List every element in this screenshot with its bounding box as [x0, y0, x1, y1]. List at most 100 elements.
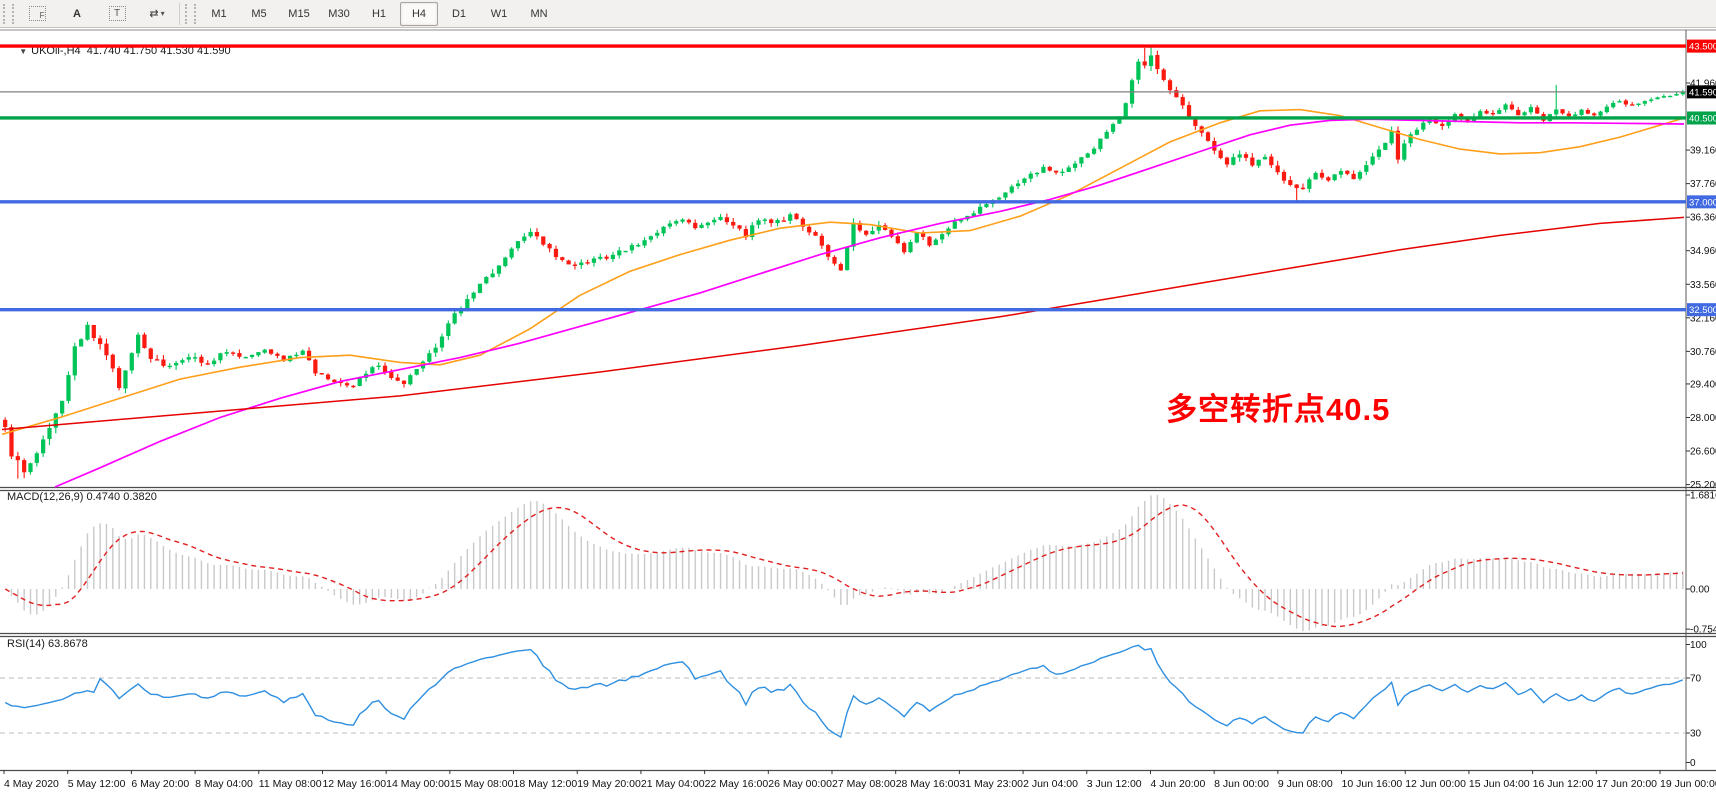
price-badge-label: 32.500	[1689, 305, 1716, 316]
macd-tick-label: 0.00	[1690, 585, 1710, 596]
time-tick-label: 14 May 00:00	[386, 778, 450, 790]
time-tick-label: 21 May 04:00	[641, 778, 705, 790]
macd-signal-value: 0.3820	[123, 491, 157, 503]
price-tick-label: 41.960	[1690, 79, 1716, 90]
macd-tick-label: 1.6816	[1690, 490, 1716, 501]
toolbar-separator	[179, 2, 180, 25]
price-axis[interactable]: 41.960 39.160 37.760 36.360 34.960 33.560 32.1…	[1686, 39, 1716, 491]
time-tick-label: 3 Jun 12:00	[1087, 778, 1142, 790]
time-tick-label: 15 Jun 04:00	[1469, 778, 1530, 790]
bar-close: 41.590	[196, 45, 231, 57]
time-tick-label: 4 Jun 20:00	[1150, 778, 1205, 790]
time-tick-label: 10 Jun 16:00	[1342, 778, 1403, 790]
price-badge-32.500	[1687, 303, 1716, 317]
timeframe-button-M1[interactable]: M1	[211, 7, 227, 20]
time-tick-label: 12 May 16:00	[322, 778, 386, 790]
collapse-arrow-icon[interactable]: ▼	[19, 47, 28, 56]
price-badge-37.000	[1687, 195, 1716, 209]
time-tick-label: 6 May 20:00	[131, 778, 189, 790]
rsi-label: RSI(14) 63.8678	[7, 638, 88, 650]
rsi-tick-label: 70	[1690, 674, 1702, 685]
rsi-value: 63.8678	[47, 638, 88, 650]
timeframe-button-group: M1 M5 M15 M30 H1 H4 D1 W1 MN	[199, 1, 559, 26]
price-tick-label: 39.160	[1690, 146, 1716, 157]
price-tick-label: 36.360	[1690, 213, 1716, 224]
price-tick-label: 25.200	[1690, 480, 1716, 491]
price-tick-label: 32.160	[1690, 313, 1716, 324]
time-tick-label: 4 May 2020	[4, 778, 59, 790]
timeframe-button-M15[interactable]: M15	[288, 7, 310, 20]
rsi-tick-label: 100	[1690, 640, 1707, 651]
time-tick-label: 11 May 08:00	[259, 778, 322, 790]
time-tick-label: 28 May 16:00	[896, 778, 960, 790]
toolbar-icon-group: F A T ⇄ ▾	[17, 2, 177, 26]
dropdown-caret-icon: ▾	[160, 9, 165, 18]
price-tick-label: 28.000	[1690, 413, 1716, 424]
ma-fast-line	[1, 108, 1685, 436]
timeframe-button-M30[interactable]: M30	[328, 7, 350, 20]
time-tick-label: 22 May 16:00	[705, 778, 769, 790]
time-tick-label: 9 Jun 08:00	[1278, 778, 1333, 790]
grid-f-button[interactable]: F	[18, 2, 56, 26]
price-tick-label: 26.600	[1690, 447, 1716, 458]
macd-signal-line	[4, 504, 1683, 628]
time-tick-label: 19 Jun 00:00	[1660, 778, 1716, 790]
time-tick-label: 2 Jun 04:00	[1023, 778, 1078, 790]
price-badge-label: 37.000	[1689, 197, 1716, 208]
grid-f-icon: F	[28, 6, 46, 21]
timeframe-button-MN[interactable]: MN	[530, 7, 548, 20]
time-tick-label: 31 May 23:00	[959, 778, 1023, 790]
price-badge-43.500	[1687, 39, 1716, 53]
time-tick-label: 8 May 04:00	[195, 778, 253, 790]
time-tick-label: 15 May 08:00	[450, 778, 514, 790]
toolbar: F A T ⇄ ▾ M1 M5 M15 M30 H1 H4 D1 W1 MN	[0, 0, 1716, 28]
time-tick-label: 8 Jun 00:00	[1214, 778, 1269, 790]
timeframe-button-D1[interactable]: D1	[451, 7, 467, 20]
crosshair-arrows-icon: ⇄	[149, 8, 159, 20]
macd-tick-label: -0.754	[1690, 625, 1716, 636]
toolbar-grip[interactable]	[3, 3, 14, 24]
price-tick-label: 33.560	[1690, 280, 1716, 291]
time-tick-label: 16 Jun 12:00	[1533, 778, 1594, 790]
time-axis[interactable]: 4 May 2020 5 May 12:00 6 May 20:00 8 May 04…	[3, 770, 1716, 790]
bar-open: 41.740	[86, 45, 121, 57]
ma-medium-line	[54, 118, 1685, 488]
time-tick-label: 27 May 08:00	[832, 778, 896, 790]
ma-slow-line	[1, 216, 1685, 431]
price-tick-label: 29.400	[1690, 379, 1716, 390]
text-a-button[interactable]: A	[58, 2, 96, 26]
text-box-button[interactable]: T	[98, 2, 136, 26]
price-badge-label: 41.590	[1689, 87, 1716, 98]
time-tick-label: 19 May 20:00	[577, 778, 641, 790]
text-box-icon: T	[108, 6, 126, 21]
text-a-icon: A	[73, 7, 81, 20]
rsi-tick-label: 30	[1690, 729, 1702, 740]
timeframe-button-H4[interactable]: H4	[400, 1, 438, 26]
time-tick-label: 5 May 12:00	[68, 778, 126, 790]
rsi-pane: 100 70 30 0	[0, 640, 1707, 769]
symbol-bar: ▼ UKOil-,H4 41.740 41.750 41.530 41.590	[7, 33, 231, 69]
macd-label: MACD(12,26,9) 0.4740 0.3820	[7, 491, 157, 503]
price-tick-label: 34.960	[1690, 246, 1716, 257]
timeframe-button-H1[interactable]: H1	[371, 7, 387, 20]
price-badge-41.590	[1687, 85, 1716, 99]
rsi-line	[4, 644, 1684, 739]
toolbar-grip-2[interactable]	[185, 3, 196, 24]
price-badge-label: 40.500	[1689, 113, 1716, 124]
rsi-tick-label: 0	[1690, 758, 1696, 769]
time-tick-label: 12 Jun 00:00	[1405, 778, 1466, 790]
time-tick-label: 18 May 12:00	[514, 778, 578, 790]
price-badge-40.500	[1687, 111, 1716, 125]
crosshair-arrows-button[interactable]: ⇄ ▾	[138, 2, 176, 26]
chart-annotation-text[interactable]: 多空转折点40.5	[1166, 392, 1391, 427]
time-tick-label: 26 May 00:00	[768, 778, 832, 790]
price-badge-label: 43.500	[1689, 42, 1716, 53]
candlestick-series	[3, 47, 1685, 479]
price-tick-label: 37.760	[1690, 179, 1716, 190]
bar-high: 41.750	[123, 45, 158, 57]
time-tick-label: 17 Jun 20:00	[1596, 778, 1657, 790]
timeframe-button-W1[interactable]: W1	[490, 7, 508, 20]
timeframe-button-M5[interactable]: M5	[251, 7, 267, 20]
